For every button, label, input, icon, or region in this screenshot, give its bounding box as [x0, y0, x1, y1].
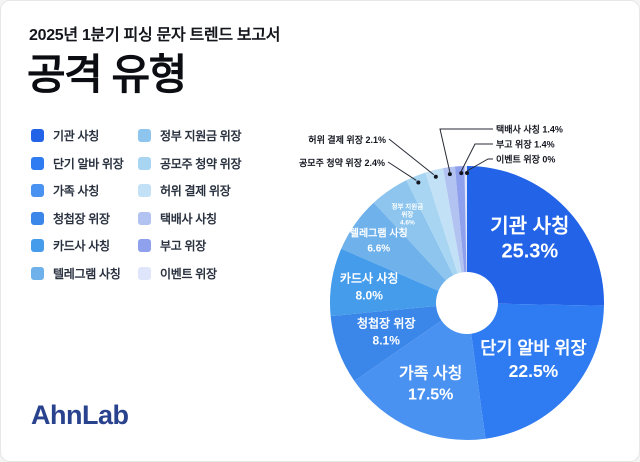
legend-item: 기관 사칭: [31, 122, 138, 150]
legend-item: 카드사 사칭: [31, 232, 138, 260]
callout-line: [388, 138, 435, 176]
legend-item: 택배사 사칭: [138, 205, 241, 233]
legend-label: 부고 위장: [160, 239, 206, 254]
callout-line: [387, 161, 417, 181]
callout-line: [466, 158, 493, 172]
legend-swatch: [31, 239, 44, 253]
pie-slice: [341, 202, 446, 291]
slice-label: 텔레그램 사칭 6.6%: [350, 227, 408, 255]
legend-swatch: [31, 129, 44, 143]
pie-slice: [406, 172, 458, 276]
legend-label: 카드사 사칭: [53, 239, 110, 254]
callout-label: 이벤트 위장 0%: [496, 154, 555, 165]
legend-swatch: [138, 266, 151, 280]
pie-slice: [330, 305, 442, 381]
callout-line: [460, 143, 493, 172]
callout-dot: [465, 171, 469, 175]
pie-slice: [354, 320, 486, 440]
callout-dot: [447, 172, 452, 177]
slice-label: 카드사 사칭 8.0%: [340, 271, 399, 303]
legend-label: 가족 사칭: [53, 184, 99, 199]
legend-swatch: [138, 156, 151, 170]
legend-label: 택배사 사칭: [160, 211, 217, 226]
callout-label: 택배사 사칭 1.4%: [496, 124, 563, 135]
legend-item: 공모주 청약 위장: [138, 150, 242, 178]
pie-slice: [425, 168, 462, 274]
slice-label: 정부 지원금 위장 4.6%: [392, 202, 424, 227]
slice-label: 단기 알바 위장 22.5%: [480, 338, 586, 381]
legend-swatch: [31, 211, 44, 225]
callout-dot: [459, 171, 464, 176]
legend-swatch: [138, 211, 151, 225]
legend-swatch: [31, 184, 44, 198]
legend-item: 청첩장 위장: [31, 205, 138, 233]
legend-item: 부고 위장: [138, 232, 241, 260]
legend-item: 정부 지원금 위장: [138, 122, 242, 150]
legend-item: 가족 사칭: [31, 177, 138, 205]
legend-item: 텔레그램 사칭: [31, 260, 138, 288]
legend-label: 기관 사칭: [53, 129, 99, 144]
slice-label: 기관 사칭 25.3%: [490, 214, 569, 262]
legend-swatch: [138, 129, 151, 143]
legend-swatch: [31, 266, 44, 280]
legend-label: 단기 알바 위장: [53, 156, 124, 171]
pie-slice: [442, 166, 465, 273]
callout-dot: [433, 174, 438, 179]
legend-label: 텔레그램 사칭: [53, 266, 121, 281]
page-title: 공격 유형: [27, 51, 187, 98]
legend-item: 단기 알바 위장: [31, 150, 138, 178]
legend-swatch: [31, 156, 44, 170]
report-title: 2025년 1분기 피싱 문자 트렌드 보고서: [29, 27, 281, 44]
legend-label: 허위 결제 위장: [160, 184, 231, 199]
slice-label: 청첩장 위장 8.1%: [357, 316, 416, 348]
legend-swatch: [138, 184, 151, 198]
legend-item: 허위 결제 위장: [138, 177, 241, 205]
pie-slice: [373, 180, 454, 281]
legend-label: 이벤트 위장: [160, 266, 217, 281]
ahnlab-logo: AhnLab: [31, 400, 129, 430]
callout-dot: [416, 180, 421, 185]
pie-slice: [471, 303, 604, 439]
pie-slice: [464, 166, 467, 273]
slice-label: 가족 사칭 17.5%: [399, 363, 462, 403]
callout-label: 허위 결제 위장 2.1%: [308, 134, 386, 145]
pie-slice: [454, 166, 467, 273]
legend-label: 청첩장 위장: [53, 211, 110, 226]
callout-label: 부고 위장 1.4%: [496, 139, 555, 150]
pie-slice: [467, 166, 604, 306]
legend-label: 정부 지원금 위장: [160, 129, 242, 144]
pie-slice: [330, 248, 439, 317]
callout-label: 공모주 청약 위장 2.4%: [299, 157, 385, 168]
callout-line: [439, 128, 493, 173]
legend-label: 공모주 청약 위장: [160, 156, 242, 171]
legend-swatch: [138, 239, 151, 253]
legend-item: 이벤트 위장: [138, 260, 241, 288]
